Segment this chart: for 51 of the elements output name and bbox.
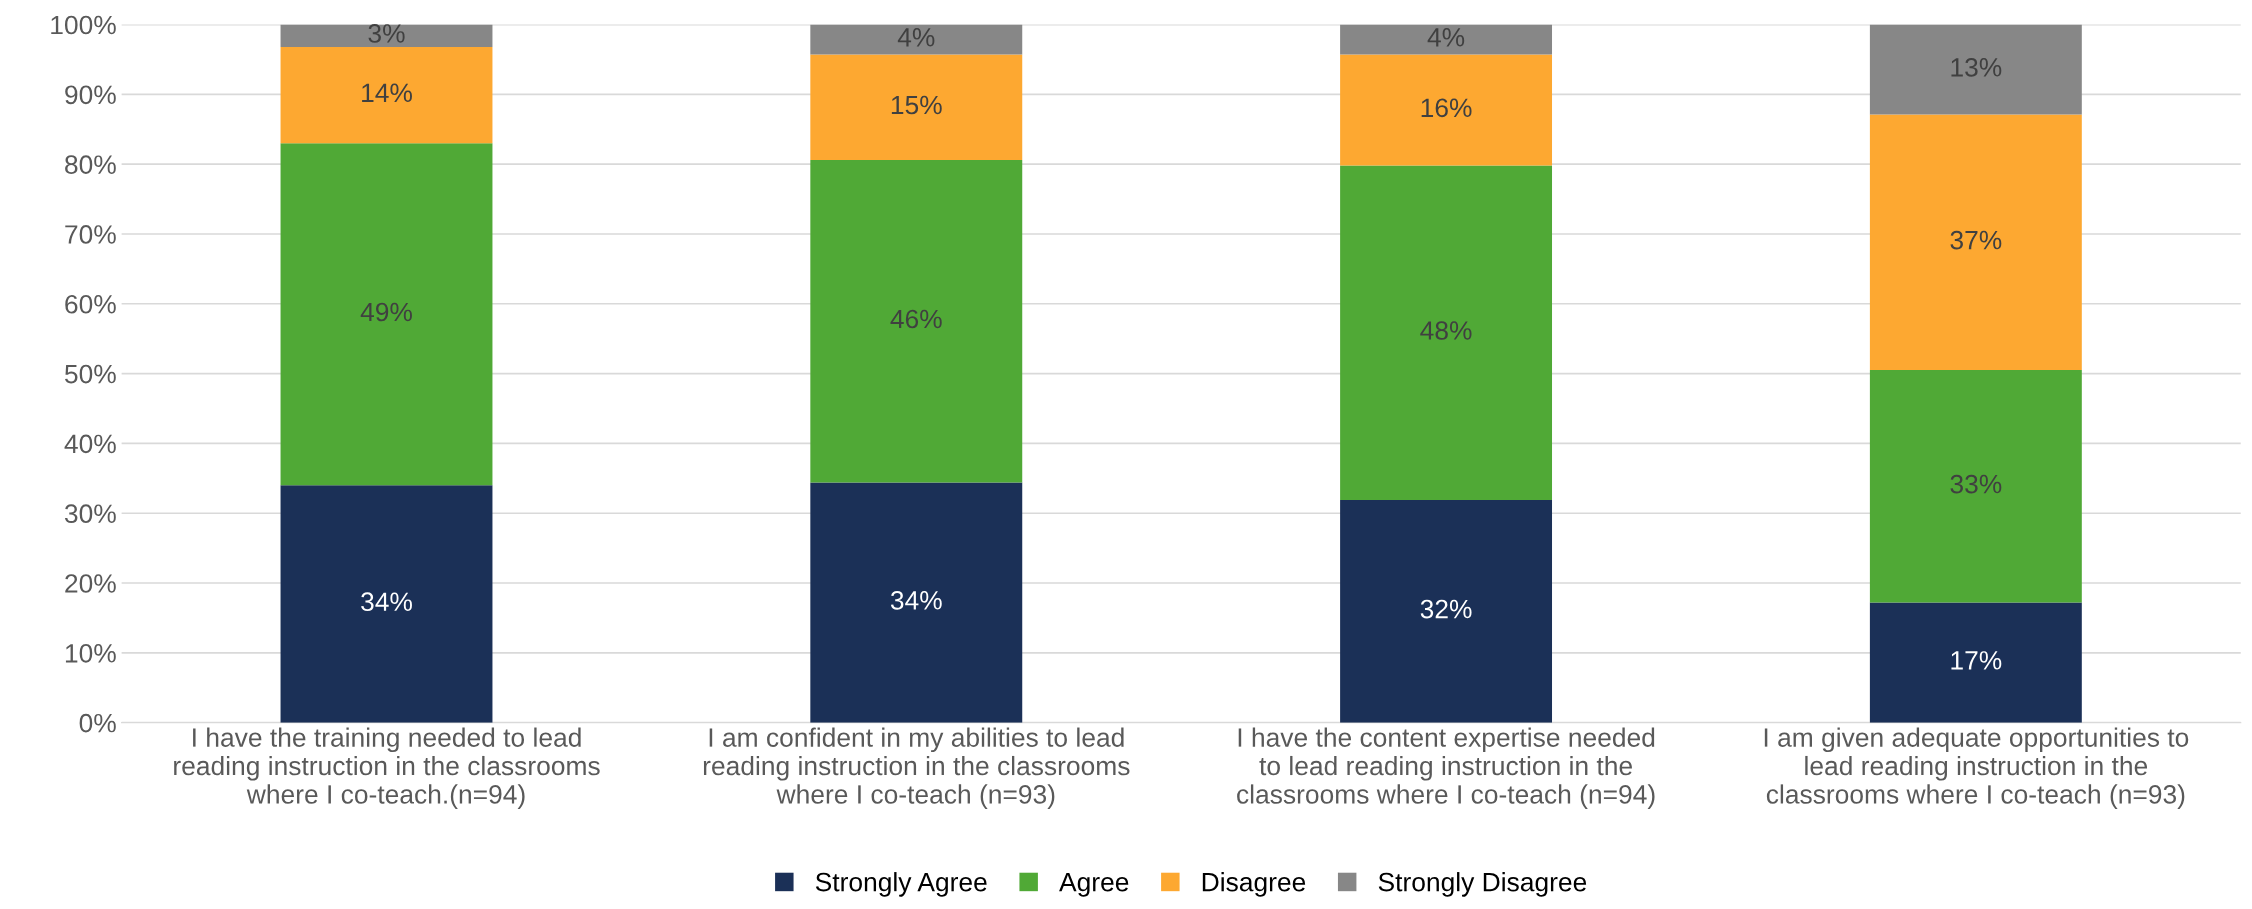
y-tick-label: 30%: [64, 504, 116, 524]
bar: [810, 482, 1023, 723]
data-label: 3%: [368, 24, 405, 43]
data-label: 15%: [891, 95, 942, 115]
bar: [810, 24, 1023, 55]
y-tick-label: 0%: [79, 713, 116, 733]
y-tick-label: 50%: [64, 364, 116, 384]
data-label: 37%: [1950, 230, 2002, 250]
bar: [1340, 24, 1553, 55]
data-label: 4%: [897, 28, 935, 47]
bar: [1869, 114, 2082, 371]
bar: [1340, 165, 1553, 500]
bar: [1869, 24, 2082, 115]
bar: [1869, 370, 2082, 603]
x-tick-label: I have the content expertise needed to lead reading instruction in the classrooms where I co-teach (n=94): [1237, 727, 1655, 809]
data-label: 34%: [890, 590, 942, 610]
data-label: 14%: [362, 83, 412, 103]
bar: [280, 143, 493, 486]
data-label: 48%: [1420, 321, 1472, 340]
bar: [280, 46, 493, 144]
bar: [280, 24, 493, 47]
bar: [1340, 54, 1553, 166]
y-tick-label: 60%: [65, 294, 116, 314]
data-label: 49%: [360, 302, 412, 322]
data-label: 32%: [1420, 599, 1472, 619]
bar: [280, 485, 493, 723]
x-tick-label: I am given adequate opportunities to lead reading instruction in the classrooms where I co-teach (n=93): [1764, 727, 2189, 809]
y-tick-label: 100%: [51, 15, 116, 35]
y-tick-label: 20%: [65, 574, 116, 593]
y-tick-label: 70%: [65, 225, 116, 244]
data-label: 34%: [361, 592, 412, 612]
legend-label: Strongly Disagree: [1378, 872, 1587, 897]
x-tick-label: I have the training needed to lead reading instruction in the classrooms where I co-teach.(n=94): [174, 727, 600, 809]
data-label: 33%: [1950, 474, 2002, 494]
x-tick-label: I am confident in my abilities to lead reading instruction in the classrooms where I co-teach (n=93): [703, 727, 1130, 809]
bar: [1869, 602, 2082, 723]
legend-label: Strongly Agree: [815, 872, 987, 897]
legend-label: Disagree: [1202, 872, 1306, 897]
bar: [810, 54, 1023, 160]
bar: [810, 159, 1023, 483]
y-tick-label: 40%: [64, 434, 116, 454]
bar: [1340, 499, 1553, 723]
data-label: 46%: [890, 309, 942, 329]
data-label: 17%: [1951, 651, 2002, 670]
data-label: 13%: [1951, 57, 2002, 77]
data-label: 4%: [1427, 28, 1465, 47]
data-label: 16%: [1421, 98, 1472, 118]
legend-label: Agree: [1059, 873, 1129, 897]
y-tick-label: 90%: [65, 85, 116, 105]
y-tick-label: 10%: [65, 643, 116, 663]
y-tick-label: 80%: [65, 155, 116, 174]
